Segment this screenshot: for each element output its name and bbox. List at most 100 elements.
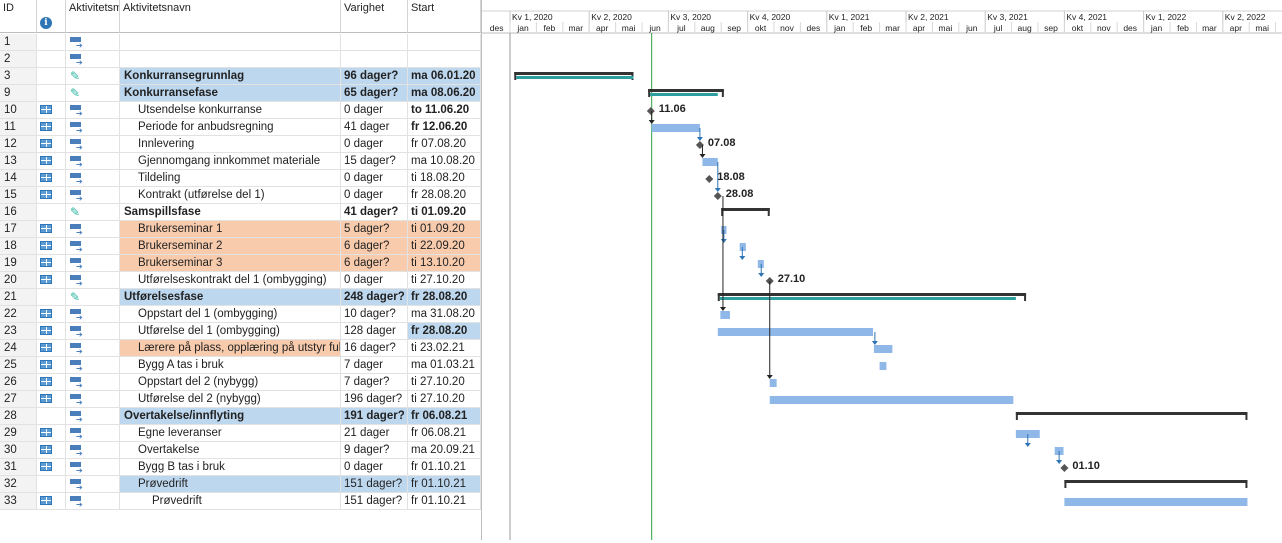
table-row[interactable]: 21 ✎ Utførelsesfase 248 dager? fr 28.08.20 (0, 289, 481, 306)
task-start[interactable]: fr 28.08.20 (408, 187, 481, 203)
task-mode[interactable]: ➔ (66, 493, 120, 509)
task-duration[interactable]: 0 dager (341, 272, 408, 288)
task-name[interactable] (120, 34, 341, 50)
task-start[interactable]: fr 28.08.20 (408, 323, 481, 339)
task-name[interactable]: Oppstart del 1 (ombygging) (120, 306, 341, 322)
table-row[interactable]: 10 ➔ Utsendelse konkurranse 0 dager to 11.06… (0, 102, 481, 119)
table-row[interactable]: 26 ➔ Oppstart del 2 (nybygg) 7 dager? ti 27.… (0, 374, 481, 391)
task-duration[interactable] (341, 51, 408, 67)
task-start[interactable]: ti 27.10.20 (408, 391, 481, 407)
col-header-id[interactable]: ID (0, 0, 37, 33)
task-start[interactable]: fr 01.10.21 (408, 493, 481, 509)
task-name[interactable]: Overtakelse/innflyting (120, 408, 341, 424)
task-start[interactable]: ma 10.08.20 (408, 153, 481, 169)
task-mode[interactable]: ➔ (66, 221, 120, 237)
task-mode[interactable]: ➔ (66, 442, 120, 458)
table-row[interactable]: 11 ➔ Periode for anbudsregning 41 dager fr 1… (0, 119, 481, 136)
task-name[interactable]: Utførelseskontrakt del 1 (ombygging) (120, 272, 341, 288)
table-row[interactable]: 22 ➔ Oppstart del 1 (ombygging) 10 dager? ma… (0, 306, 481, 323)
table-row[interactable]: 25 ➔ Bygg A tas i bruk 7 dager ma 01.03.21 (0, 357, 481, 374)
table-row[interactable]: 13 ➔ Gjennomgang innkommet materiale 15 dag… (0, 153, 481, 170)
task-mode[interactable]: ➔ (66, 272, 120, 288)
task-start[interactable]: ma 20.09.21 (408, 442, 481, 458)
task-mode[interactable]: ➔ (66, 34, 120, 50)
task-duration[interactable]: 96 dager? (341, 68, 408, 84)
task-start[interactable]: ti 22.09.20 (408, 238, 481, 254)
task-start[interactable]: fr 01.10.21 (408, 459, 481, 475)
task-name[interactable]: Utførelse del 2 (nybygg) (120, 391, 341, 407)
task-name[interactable]: Brukerseminar 2 (120, 238, 341, 254)
task-mode[interactable]: ➔ (66, 374, 120, 390)
table-row[interactable]: 1 ➔ (0, 34, 481, 51)
task-duration[interactable]: 196 dager? (341, 391, 408, 407)
task-duration[interactable]: 16 dager? (341, 340, 408, 356)
task-start[interactable] (408, 51, 481, 67)
task-mode[interactable]: ✎ (66, 85, 120, 101)
task-mode[interactable]: ➔ (66, 153, 120, 169)
table-row[interactable]: 23 ➔ Utførelse del 1 (ombygging) 128 dager f… (0, 323, 481, 340)
task-name[interactable]: Periode for anbudsregning (120, 119, 341, 135)
task-mode[interactable]: ➔ (66, 136, 120, 152)
task-name[interactable]: Oppstart del 2 (nybygg) (120, 374, 341, 390)
task-duration[interactable]: 7 dager (341, 357, 408, 373)
task-name[interactable] (120, 51, 341, 67)
task-start[interactable]: to 11.06.20 (408, 102, 481, 118)
task-duration[interactable]: 41 dager (341, 119, 408, 135)
table-row[interactable]: 27 ➔ Utførelse del 2 (nybygg) 196 dager? ti … (0, 391, 481, 408)
task-mode[interactable]: ➔ (66, 476, 120, 492)
task-duration[interactable]: 0 dager (341, 459, 408, 475)
task-duration[interactable]: 41 dager? (341, 204, 408, 220)
table-row[interactable]: 15 ➔ Kontrakt (utførelse del 1) 0 dager fr 2… (0, 187, 481, 204)
task-start[interactable]: ti 27.10.20 (408, 272, 481, 288)
table-row[interactable]: 32 ➔ Prøvedrift 151 dager? fr 01.10.21 (0, 476, 481, 493)
task-name[interactable]: Konkurransefase (120, 85, 341, 101)
col-header-mode[interactable]: Aktivitetsm (66, 0, 120, 33)
task-mode[interactable]: ✎ (66, 204, 120, 220)
info-icon[interactable]: i (40, 17, 52, 29)
task-start[interactable]: ti 18.08.20 (408, 170, 481, 186)
task-name[interactable]: Bygg B tas i bruk (120, 459, 341, 475)
task-name[interactable]: Innlevering (120, 136, 341, 152)
task-duration[interactable]: 151 dager? (341, 476, 408, 492)
task-start[interactable]: ti 23.02.21 (408, 340, 481, 356)
table-row[interactable]: 16 ✎ Samspillsfase 41 dager? ti 01.09.20 (0, 204, 481, 221)
task-duration[interactable]: 128 dager (341, 323, 408, 339)
task-mode[interactable]: ➔ (66, 323, 120, 339)
task-mode[interactable]: ➔ (66, 102, 120, 118)
table-row[interactable]: 33 ➔ Prøvedrift 151 dager? fr 01.10.21 (0, 493, 481, 510)
task-duration[interactable]: 6 dager? (341, 255, 408, 271)
task-name[interactable]: Overtakelse (120, 442, 341, 458)
task-mode[interactable]: ➔ (66, 255, 120, 271)
task-mode[interactable]: ➔ (66, 187, 120, 203)
table-row[interactable]: 24 ➔ Lærere på plass, opplæring på utstyr … (0, 340, 481, 357)
task-start[interactable]: fr 06.08.21 (408, 408, 481, 424)
task-start[interactable]: ti 27.10.20 (408, 374, 481, 390)
table-row[interactable]: 9 ✎ Konkurransefase 65 dager? ma 08.06.20 (0, 85, 481, 102)
task-mode[interactable]: ➔ (66, 459, 120, 475)
task-duration[interactable]: 6 dager? (341, 238, 408, 254)
task-duration[interactable]: 151 dager? (341, 493, 408, 509)
task-mode[interactable]: ➔ (66, 425, 120, 441)
task-mode[interactable]: ➔ (66, 51, 120, 67)
task-start[interactable]: fr 01.10.21 (408, 476, 481, 492)
task-duration[interactable]: 248 dager? (341, 289, 408, 305)
table-row[interactable]: 31 ➔ Bygg B tas i bruk 0 dager fr 01.10.21 (0, 459, 481, 476)
task-start[interactable]: fr 12.06.20 (408, 119, 481, 135)
task-name[interactable]: Brukerseminar 3 (120, 255, 341, 271)
task-name[interactable]: Utførelse del 1 (ombygging) (120, 323, 341, 339)
task-mode[interactable]: ➔ (66, 238, 120, 254)
task-name[interactable]: Brukerseminar 1 (120, 221, 341, 237)
task-name[interactable]: Utsendelse konkurranse (120, 102, 341, 118)
task-duration[interactable] (341, 34, 408, 50)
task-mode[interactable]: ➔ (66, 306, 120, 322)
task-start[interactable] (408, 34, 481, 50)
task-name[interactable]: Gjennomgang innkommet materiale (120, 153, 341, 169)
col-header-name[interactable]: Aktivitetsnavn (120, 0, 341, 33)
task-start[interactable]: ti 13.10.20 (408, 255, 481, 271)
task-name[interactable]: Tildeling (120, 170, 341, 186)
task-mode[interactable]: ➔ (66, 357, 120, 373)
task-start[interactable]: ma 06.01.20 (408, 68, 481, 84)
